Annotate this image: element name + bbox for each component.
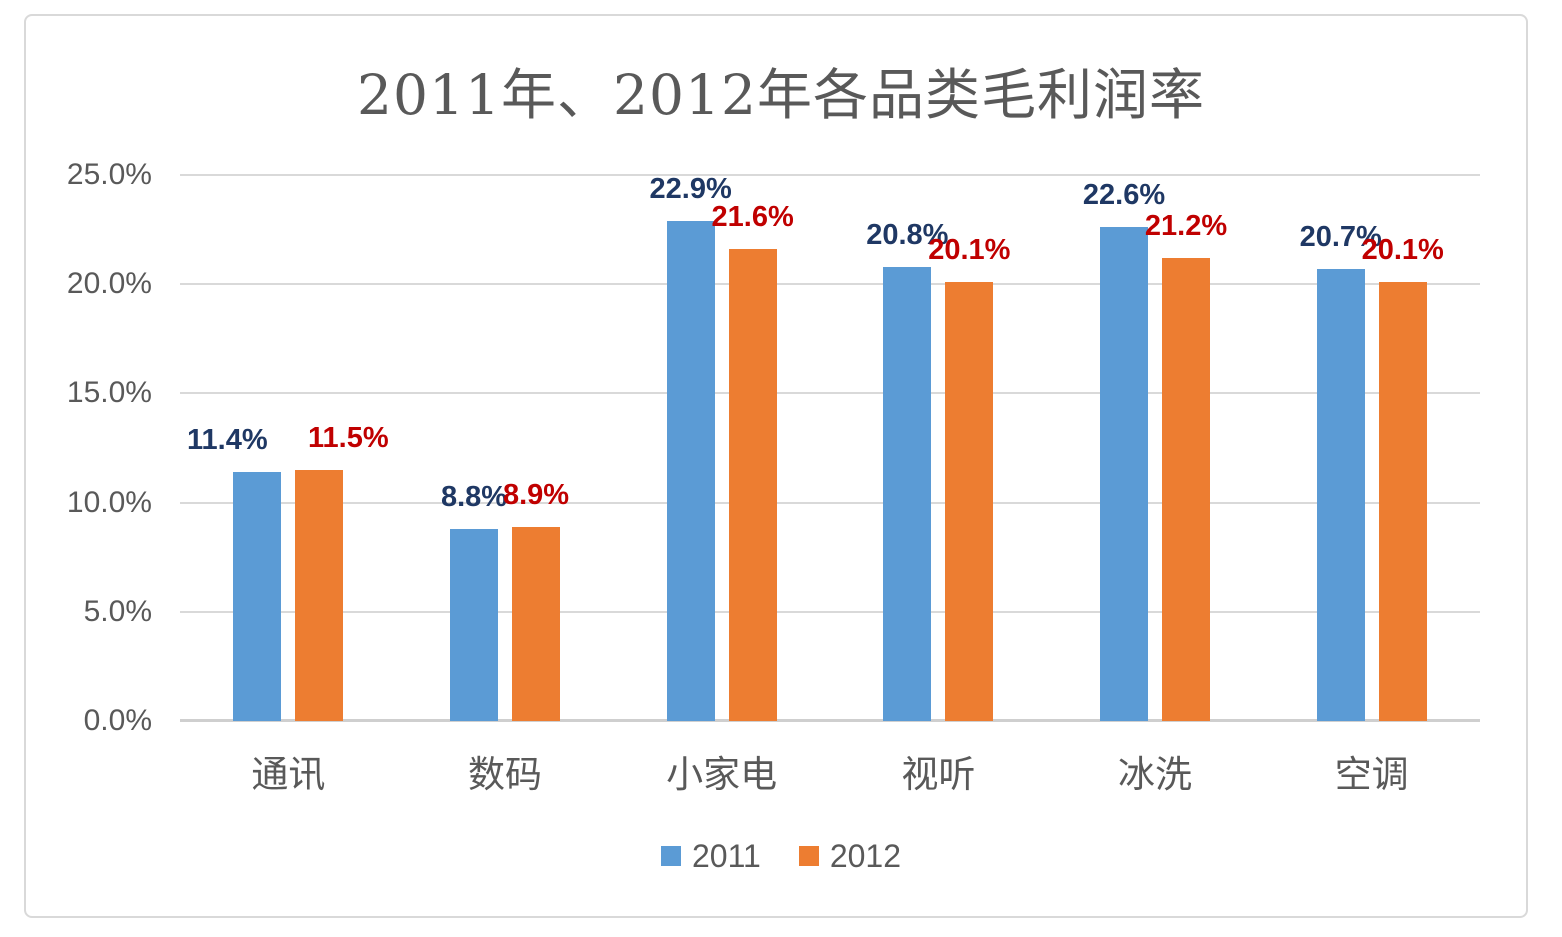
data-label-2012-4: 21.2% xyxy=(1144,210,1228,242)
gridline xyxy=(180,392,1480,395)
x-axis-label-0: 通讯 xyxy=(251,753,326,796)
data-label-2011-3: 20.8% xyxy=(866,218,949,251)
legend-label: 2012 xyxy=(829,838,901,874)
data-label-2012-3: 20.1% xyxy=(928,234,1011,267)
legend-item-2011: 2011 xyxy=(661,840,761,872)
y-axis-tick: 15.0% xyxy=(66,376,152,410)
x-axis-label-2: 小家电 xyxy=(666,753,778,796)
x-axis-line xyxy=(180,719,1480,722)
data-label-2011-0: 11.4% xyxy=(187,424,268,457)
gridline xyxy=(180,501,1480,504)
gridline xyxy=(180,174,1480,176)
bar-2012-3 xyxy=(945,282,994,721)
bar-2011-3 xyxy=(883,266,932,721)
bar-2012-1 xyxy=(512,526,560,721)
legend-swatch-icon xyxy=(798,846,819,866)
bar-2012-5 xyxy=(1378,282,1427,721)
bar-group-2: 22.9% 21.6% xyxy=(613,172,830,721)
bar-group-5: 20.7% 20.1% xyxy=(1263,175,1480,721)
bar-groups: 11.4% 11.5% 8.8% 8.9% 22.9% 21.6% 20.8% 20.1% 22… xyxy=(180,172,1480,721)
x-axis-label-3: 视听 xyxy=(901,753,976,796)
gridline xyxy=(180,283,1480,286)
bar-2011-2 xyxy=(666,220,715,721)
data-label-2011-1: 8.8% xyxy=(440,480,508,513)
x-axis-label-1: 数码 xyxy=(468,753,542,796)
y-axis-tick: 20.0% xyxy=(66,267,152,301)
bar-group-4: 22.6% 21.2% xyxy=(1047,175,1264,721)
y-axis-tick: 0.0% xyxy=(83,704,152,737)
data-label-2011-5: 20.7% xyxy=(1299,220,1382,253)
bar-2012-0 xyxy=(295,469,344,721)
y-axis-tick: 25.0% xyxy=(66,158,152,191)
bar-group-0: 11.4% 11.5% xyxy=(180,175,397,721)
bar-2011-0 xyxy=(233,472,282,721)
data-label-2012-2: 21.6% xyxy=(711,201,794,234)
plot-area: 11.4% 11.5% 8.8% 8.9% 22.9% 21.6% 20.8% 20.1% 22… xyxy=(180,172,1480,722)
legend: 2011 2012 xyxy=(0,840,1562,872)
y-axis-tick: 5.0% xyxy=(83,594,152,628)
data-label-2011-4: 22.6% xyxy=(1082,179,1166,212)
bar-2011-5 xyxy=(1316,268,1365,721)
x-axis-label-5: 空调 xyxy=(1334,753,1409,796)
bar-2012-2 xyxy=(728,249,777,721)
chart-title: 2011年、2012年各品类毛利润率 xyxy=(357,63,1205,127)
legend-item-2012: 2012 xyxy=(798,838,901,874)
data-label-2012-5: 20.1% xyxy=(1361,234,1444,267)
bar-2011-1 xyxy=(450,528,498,721)
x-axis-label-4: 冰洗 xyxy=(1118,753,1193,796)
x-axis: 通讯 数码 小家电 视听 冰洗 空调 xyxy=(180,744,1480,798)
data-label-2012-0: 11.5% xyxy=(308,421,389,454)
bar-2012-4 xyxy=(1162,258,1211,721)
bar-group-3: 20.8% 20.1% xyxy=(830,175,1047,721)
data-label-2011-2: 22.9% xyxy=(649,172,732,205)
legend-swatch-icon xyxy=(661,846,681,866)
data-label-2012-1: 8.9% xyxy=(502,478,570,511)
gridline xyxy=(180,610,1480,613)
bar-group-1: 8.8% 8.9% xyxy=(397,175,614,721)
bar-2011-4 xyxy=(1100,227,1149,721)
y-axis-tick: 10.0% xyxy=(66,485,152,519)
legend-label: 2011 xyxy=(692,838,761,874)
